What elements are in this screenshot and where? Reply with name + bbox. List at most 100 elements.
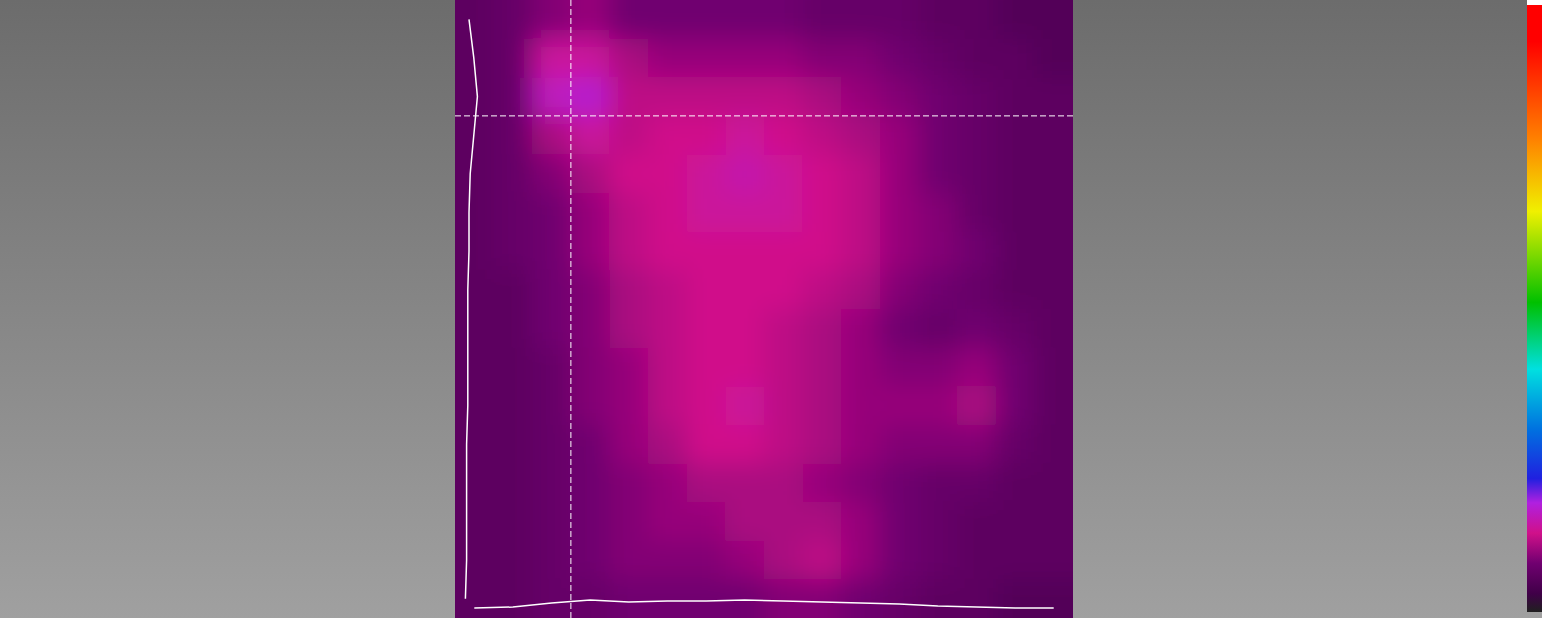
- cell: [1034, 232, 1073, 271]
- cell: [532, 116, 571, 155]
- cell: [996, 232, 1035, 271]
- cell: [571, 232, 610, 271]
- cell: [648, 309, 687, 348]
- cell: [571, 39, 610, 78]
- cell: [803, 464, 842, 503]
- cell: [494, 155, 533, 194]
- cell: [610, 193, 649, 232]
- cell: [957, 193, 996, 232]
- cell: [996, 155, 1035, 194]
- cell: [764, 232, 803, 271]
- cell: [532, 502, 571, 541]
- cell: [841, 77, 880, 116]
- cell: [648, 39, 687, 78]
- cell: [610, 232, 649, 271]
- cell: [803, 193, 842, 232]
- cell: [725, 155, 764, 194]
- cell: [880, 116, 919, 155]
- heatmap-area: [455, 0, 1073, 618]
- cell: [1034, 155, 1073, 194]
- cell: [957, 502, 996, 541]
- cell: [571, 155, 610, 194]
- cell: [1034, 541, 1073, 580]
- cell: [687, 0, 726, 39]
- cell: [880, 502, 919, 541]
- cell: [455, 386, 494, 425]
- cell: [919, 464, 958, 503]
- cell: [687, 502, 726, 541]
- cell: [803, 425, 842, 464]
- cell: [919, 541, 958, 580]
- cell: [725, 116, 764, 155]
- cell: [803, 116, 842, 155]
- chart: [0, 0, 1542, 618]
- cell: [764, 77, 803, 116]
- cell: [880, 155, 919, 194]
- cell: [841, 502, 880, 541]
- cell: [687, 116, 726, 155]
- cell: [571, 77, 610, 116]
- cell: [957, 270, 996, 309]
- crosshair-v: [570, 0, 571, 618]
- cell: [919, 232, 958, 271]
- cell: [455, 541, 494, 580]
- cell: [532, 386, 571, 425]
- cell: [841, 155, 880, 194]
- cell: [455, 77, 494, 116]
- cell: [841, 232, 880, 271]
- cell: [725, 193, 764, 232]
- cell: [571, 116, 610, 155]
- cell: [532, 425, 571, 464]
- cell: [725, 270, 764, 309]
- cell: [610, 155, 649, 194]
- cell: [803, 309, 842, 348]
- cell: [957, 77, 996, 116]
- cell: [494, 232, 533, 271]
- cell: [648, 232, 687, 271]
- cell: [648, 386, 687, 425]
- cell: [957, 232, 996, 271]
- cell: [532, 464, 571, 503]
- cell: [764, 579, 803, 618]
- cell: [764, 541, 803, 580]
- cell: [803, 386, 842, 425]
- cell: [687, 425, 726, 464]
- cell: [919, 39, 958, 78]
- cell: [957, 386, 996, 425]
- cell: [610, 541, 649, 580]
- cell: [455, 579, 494, 618]
- cell: [919, 155, 958, 194]
- cell: [571, 193, 610, 232]
- cell: [803, 0, 842, 39]
- cell: [494, 386, 533, 425]
- cell: [996, 386, 1035, 425]
- cell: [725, 579, 764, 618]
- cell: [571, 0, 610, 39]
- cell: [494, 348, 533, 387]
- cell: [648, 502, 687, 541]
- cell: [803, 232, 842, 271]
- cell: [1034, 0, 1073, 39]
- cell: [532, 193, 571, 232]
- cell: [1034, 386, 1073, 425]
- cell: [725, 309, 764, 348]
- cell: [1034, 77, 1073, 116]
- cell: [532, 541, 571, 580]
- cell: [494, 39, 533, 78]
- cell: [764, 348, 803, 387]
- cell: [571, 464, 610, 503]
- cell: [803, 502, 842, 541]
- cell: [957, 309, 996, 348]
- cell: [610, 425, 649, 464]
- cell: [532, 0, 571, 39]
- cell: [455, 155, 494, 194]
- cell: [996, 348, 1035, 387]
- cell: [494, 193, 533, 232]
- cell: [996, 270, 1035, 309]
- cell: [957, 348, 996, 387]
- cell: [532, 348, 571, 387]
- cell: [919, 348, 958, 387]
- cell: [1034, 116, 1073, 155]
- cell: [610, 502, 649, 541]
- cell: [996, 309, 1035, 348]
